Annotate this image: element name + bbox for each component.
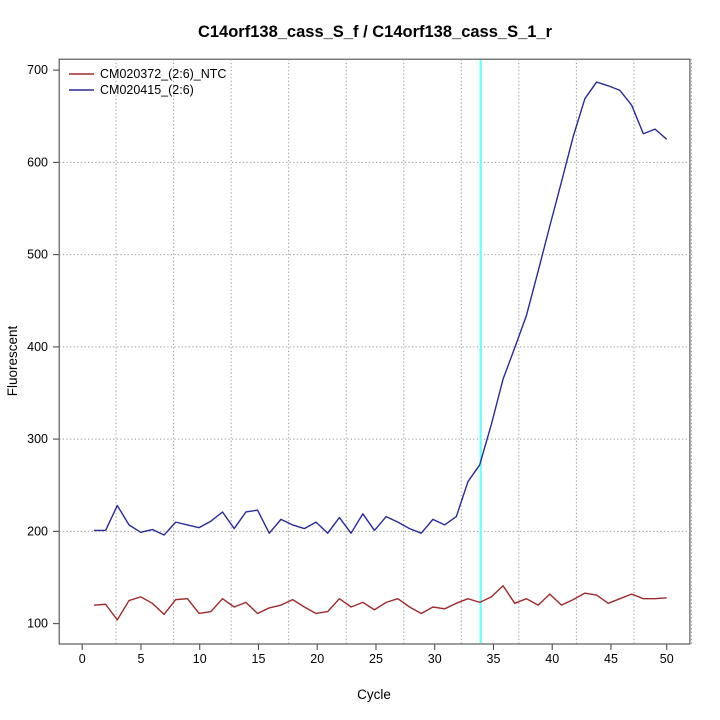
svg-text:CM020415_(2:6): CM020415_(2:6) xyxy=(100,83,194,97)
svg-text:0: 0 xyxy=(79,652,86,666)
svg-text:Cycle: Cycle xyxy=(357,687,391,702)
svg-text:35: 35 xyxy=(487,652,501,666)
svg-text:50: 50 xyxy=(660,652,674,666)
svg-text:5: 5 xyxy=(137,652,144,666)
svg-text:700: 700 xyxy=(27,63,48,77)
svg-text:30: 30 xyxy=(428,652,442,666)
svg-text:10: 10 xyxy=(193,652,207,666)
svg-text:40: 40 xyxy=(545,652,559,666)
svg-text:600: 600 xyxy=(27,155,48,169)
svg-text:25: 25 xyxy=(369,652,383,666)
svg-text:15: 15 xyxy=(252,652,266,666)
svg-text:200: 200 xyxy=(27,524,48,538)
svg-text:20: 20 xyxy=(310,652,324,666)
svg-text:45: 45 xyxy=(604,652,618,666)
svg-text:400: 400 xyxy=(27,340,48,354)
svg-text:CM020372_(2:6)_NTC: CM020372_(2:6)_NTC xyxy=(100,67,226,81)
svg-text:100: 100 xyxy=(27,617,48,631)
svg-text:Fluorescent: Fluorescent xyxy=(5,325,20,396)
svg-text:500: 500 xyxy=(27,248,48,262)
svg-text:300: 300 xyxy=(27,432,48,446)
